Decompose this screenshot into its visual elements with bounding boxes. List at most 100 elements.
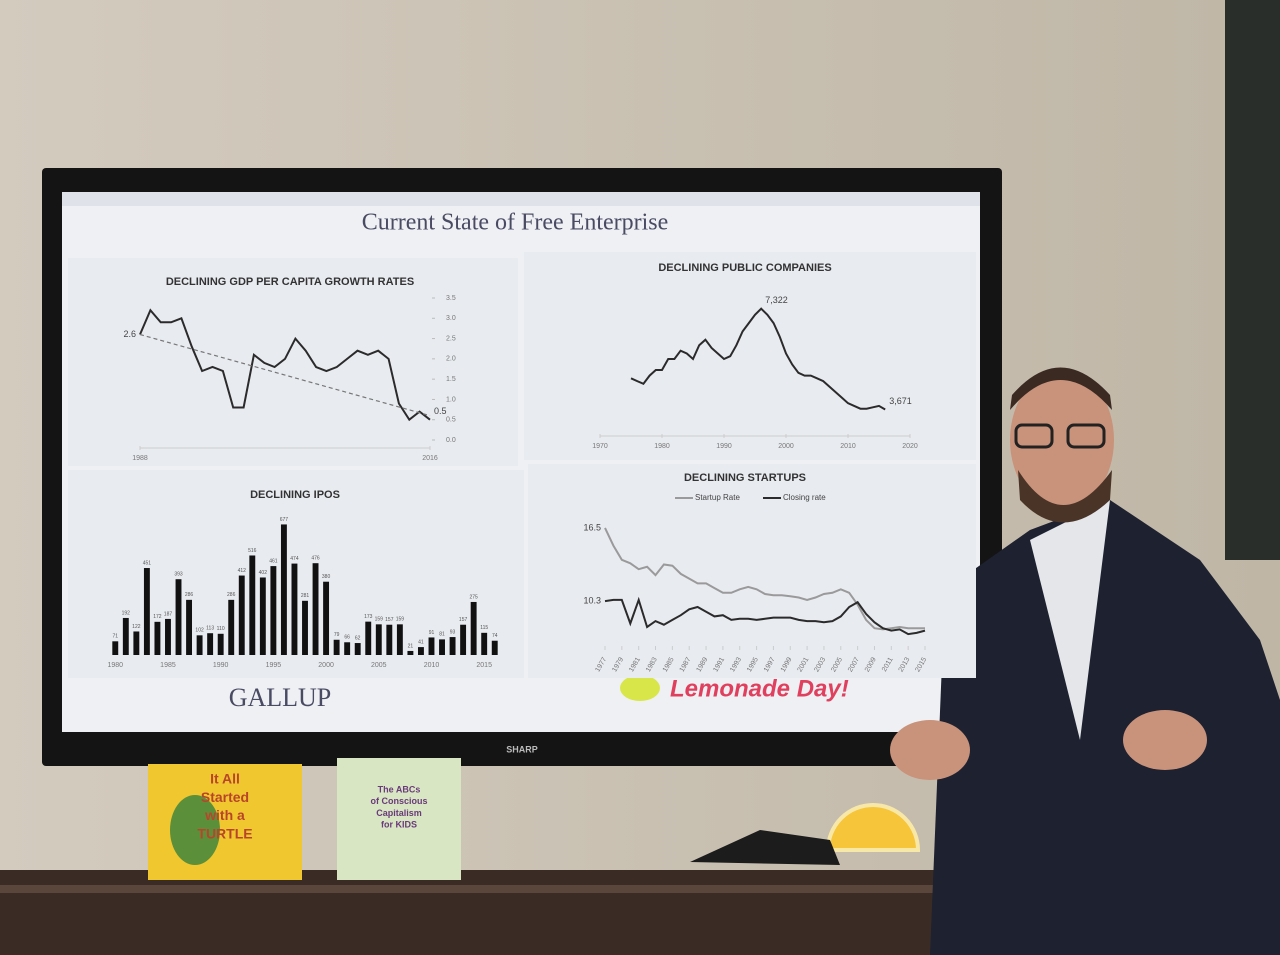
data-label: 2.6 xyxy=(123,329,136,339)
bar xyxy=(112,641,119,655)
chart-title: DECLINING IPOS xyxy=(250,489,340,501)
y-tick-label: 2.0 xyxy=(446,356,456,363)
turtle-figure xyxy=(170,795,220,865)
lemonade-logo: Lemonade Day! xyxy=(670,675,849,702)
book-title-line: Started xyxy=(201,789,249,805)
data-label: 393 xyxy=(174,572,183,578)
data-label: 62 xyxy=(355,635,361,641)
data-label: 286 xyxy=(185,592,194,598)
book-title-line: Capitalism xyxy=(376,808,422,818)
bar xyxy=(196,635,203,655)
data-label: 412 xyxy=(238,568,247,574)
book-title-line: It All xyxy=(210,771,240,787)
bar xyxy=(354,643,361,655)
bar xyxy=(344,642,351,655)
chart-title: DECLINING STARTUPS xyxy=(684,472,806,484)
chart-title: DECLINING GDP PER CAPITA GROWTH RATES xyxy=(166,276,414,288)
head xyxy=(1010,370,1114,510)
bar xyxy=(122,617,129,655)
bar xyxy=(154,621,161,655)
x-tick-label: 2000 xyxy=(778,443,794,450)
data-label: 3,671 xyxy=(889,396,912,406)
data-label: 281 xyxy=(301,593,310,599)
menu-bar xyxy=(62,192,980,206)
data-label: 380 xyxy=(322,574,331,580)
lemon-slice xyxy=(825,803,921,852)
bar xyxy=(249,555,256,655)
data-label: 474 xyxy=(290,556,299,562)
bar xyxy=(470,601,477,655)
data-label: 16.5 xyxy=(583,522,601,532)
lemon-icon xyxy=(620,675,660,701)
y-tick-label: 0.5 xyxy=(446,417,456,424)
data-label: 21 xyxy=(408,643,414,649)
data-label: 157 xyxy=(459,617,468,623)
right-hand xyxy=(1123,710,1207,770)
shirt xyxy=(1030,500,1110,740)
y-tick-label: 3.5 xyxy=(446,295,456,302)
data-label: 192 xyxy=(122,610,131,616)
data-label: 461 xyxy=(269,558,278,564)
shelf xyxy=(0,870,1010,955)
bar xyxy=(323,581,330,655)
data-label: 113 xyxy=(206,626,214,632)
y-tick-label: 2.5 xyxy=(446,335,456,342)
data-line xyxy=(630,307,886,411)
bar xyxy=(175,579,182,655)
bar xyxy=(428,637,435,655)
data-label: 81 xyxy=(439,632,445,638)
x-tick-label: 2010 xyxy=(840,443,856,450)
data-label: 93 xyxy=(450,629,456,635)
gallup-logo: GALLUP xyxy=(229,683,332,712)
x-tick-label: 1970 xyxy=(592,443,608,450)
data-line xyxy=(139,308,431,422)
data-label: 677 xyxy=(280,517,289,523)
hair xyxy=(1010,367,1112,410)
window xyxy=(1225,0,1280,560)
bar xyxy=(207,633,214,655)
data-label: 110 xyxy=(217,626,225,632)
data-label: 102 xyxy=(195,628,204,634)
data-label: 476 xyxy=(311,556,320,562)
bar xyxy=(186,599,193,655)
book-abcs xyxy=(337,758,461,880)
bar xyxy=(228,599,235,655)
x-tick-label: 1980 xyxy=(107,662,123,669)
bar xyxy=(491,640,498,655)
y-tick-label: 1.0 xyxy=(446,396,456,403)
data-label: 79 xyxy=(334,632,340,638)
data-label: 7,322 xyxy=(765,295,788,305)
data-label: 275 xyxy=(469,594,478,600)
bar xyxy=(143,568,150,655)
glasses-left xyxy=(1014,423,1054,449)
data-label: 122 xyxy=(132,624,141,630)
data-line xyxy=(604,596,926,636)
x-tick-label: 2005 xyxy=(371,662,387,669)
data-label: 66 xyxy=(344,635,350,641)
chart-panel xyxy=(524,252,976,460)
data-label: 74 xyxy=(492,633,498,639)
chart-panel xyxy=(68,258,518,466)
legend-label: Startup Rate xyxy=(695,493,740,502)
left-hand xyxy=(890,720,970,780)
book-title-line: for KIDS xyxy=(381,819,417,829)
x-tick-label: 2020 xyxy=(902,443,918,450)
x-tick-label: 1988 xyxy=(132,455,148,462)
book-title-line: with a xyxy=(204,807,245,823)
x-tick-label: 1990 xyxy=(213,662,229,669)
x-tick-label: 2000 xyxy=(318,662,334,669)
bar xyxy=(280,524,287,655)
x-tick-label: 1995 xyxy=(266,662,282,669)
data-label: 187 xyxy=(164,611,173,617)
data-label: 286 xyxy=(227,592,236,598)
bar xyxy=(449,637,456,655)
shelf-edge xyxy=(0,885,1010,893)
bar xyxy=(312,563,319,655)
data-label: 115 xyxy=(480,625,488,631)
data-label: 173 xyxy=(364,614,373,620)
data-label: 516 xyxy=(248,548,257,554)
bar xyxy=(259,577,266,655)
x-tick-label: 2015 xyxy=(476,662,492,669)
beard xyxy=(1018,470,1112,523)
bar xyxy=(302,600,308,655)
